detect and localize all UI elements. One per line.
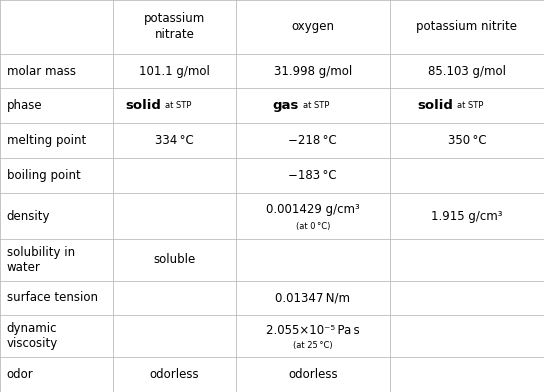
Text: surface tension: surface tension [7,292,97,305]
Text: 334 °C: 334 °C [155,134,194,147]
Text: 2.055×10⁻⁵ Pa s: 2.055×10⁻⁵ Pa s [266,324,360,337]
Text: odorless: odorless [288,368,337,381]
Text: solubility in
water: solubility in water [7,246,75,274]
Text: 31.998 g/mol: 31.998 g/mol [274,65,352,78]
Text: 85.103 g/mol: 85.103 g/mol [428,65,506,78]
Text: solid: solid [417,100,453,113]
Text: molar mass: molar mass [7,65,76,78]
Text: 1.915 g/cm³: 1.915 g/cm³ [431,210,503,223]
Text: 350 °C: 350 °C [448,134,486,147]
Text: soluble: soluble [153,253,196,266]
Text: odorless: odorless [150,368,199,381]
Text: gas: gas [273,100,299,113]
Text: at STP: at STP [457,102,484,111]
Text: oxygen: oxygen [291,20,334,33]
Text: at STP: at STP [303,102,329,111]
Text: potassium nitrite: potassium nitrite [416,20,517,33]
Text: density: density [7,210,50,223]
Text: 0.01347 N/m: 0.01347 N/m [275,292,350,305]
Text: (at 25 °C): (at 25 °C) [293,341,332,350]
Text: 0.001429 g/cm³: 0.001429 g/cm³ [266,203,360,216]
Text: (at 0 °C): (at 0 °C) [295,221,330,230]
Text: −183 °C: −183 °C [288,169,337,182]
Text: phase: phase [7,100,42,113]
Text: melting point: melting point [7,134,86,147]
Text: potassium
nitrate: potassium nitrate [144,12,205,41]
Text: dynamic
viscosity: dynamic viscosity [7,322,58,350]
Text: solid: solid [125,100,161,113]
Text: odor: odor [7,368,33,381]
Text: at STP: at STP [165,102,191,111]
Text: boiling point: boiling point [7,169,81,182]
Text: −218 °C: −218 °C [288,134,337,147]
Text: 101.1 g/mol: 101.1 g/mol [139,65,210,78]
